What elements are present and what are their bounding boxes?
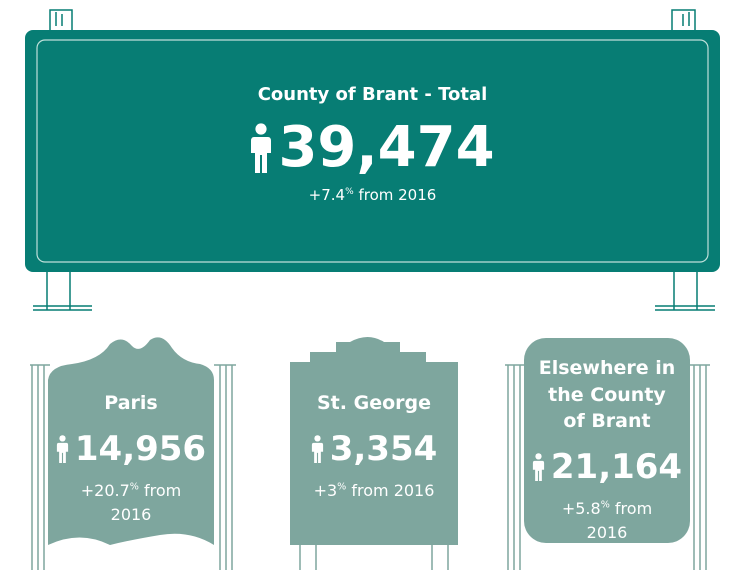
change-value: +7.4	[308, 186, 346, 204]
population: 39,474	[250, 115, 495, 180]
change-unit: %	[337, 481, 347, 493]
change-unit: %	[129, 481, 139, 493]
main-sign-border	[36, 39, 709, 263]
change-value: +5.8	[561, 498, 601, 518]
area-population: 21,164	[532, 447, 682, 487]
area-block: Elsewhere in the County of Brant 21,164 +5…	[524, 355, 690, 545]
area-population: 14,956	[56, 429, 206, 469]
elsewhere-sign	[524, 338, 690, 543]
posts	[33, 9, 715, 311]
change-value: +3	[313, 480, 338, 500]
population-value: 14,956	[74, 428, 207, 469]
area-title: Elsewhere in the County of Brant	[538, 357, 676, 433]
change-text: from 2016	[110, 480, 182, 524]
person-icon	[532, 453, 544, 481]
area-population: 3,354	[311, 428, 438, 469]
change-unit: %	[600, 499, 610, 511]
change-text: from 2016	[351, 480, 435, 500]
area-change: +5.8% from 2016	[547, 497, 667, 545]
change: +7.4% from 2016	[309, 184, 437, 207]
person-icon	[56, 434, 68, 463]
population-value: 3,354	[329, 428, 438, 469]
small-posts	[30, 364, 710, 570]
person-icon	[251, 122, 272, 173]
change-unit: %	[345, 187, 354, 197]
paris-sign	[48, 337, 214, 545]
area-title: Paris	[104, 392, 158, 414]
area-title: St. George	[317, 392, 431, 414]
area-block: Paris 14,956 +20.7% from 2016	[48, 390, 214, 527]
change-value: +20.7	[80, 480, 130, 500]
change-text: from 2016	[358, 186, 437, 204]
population-value: 21,164	[550, 446, 683, 487]
person-icon	[311, 434, 323, 463]
area-change: +3% from 2016	[294, 479, 454, 503]
main-block: County of Brant - Total 39,474 +7.4% fro…	[25, 84, 720, 207]
area-block: St. George 3,354 +3% from 2016	[290, 390, 458, 503]
change-text: from 2016	[586, 498, 653, 542]
st-george-sign	[290, 337, 458, 545]
population-value: 39,474	[278, 115, 495, 180]
area-change: +20.7% from 2016	[71, 479, 191, 527]
title: County of Brant - Total	[257, 84, 488, 105]
main-sign	[25, 30, 720, 272]
